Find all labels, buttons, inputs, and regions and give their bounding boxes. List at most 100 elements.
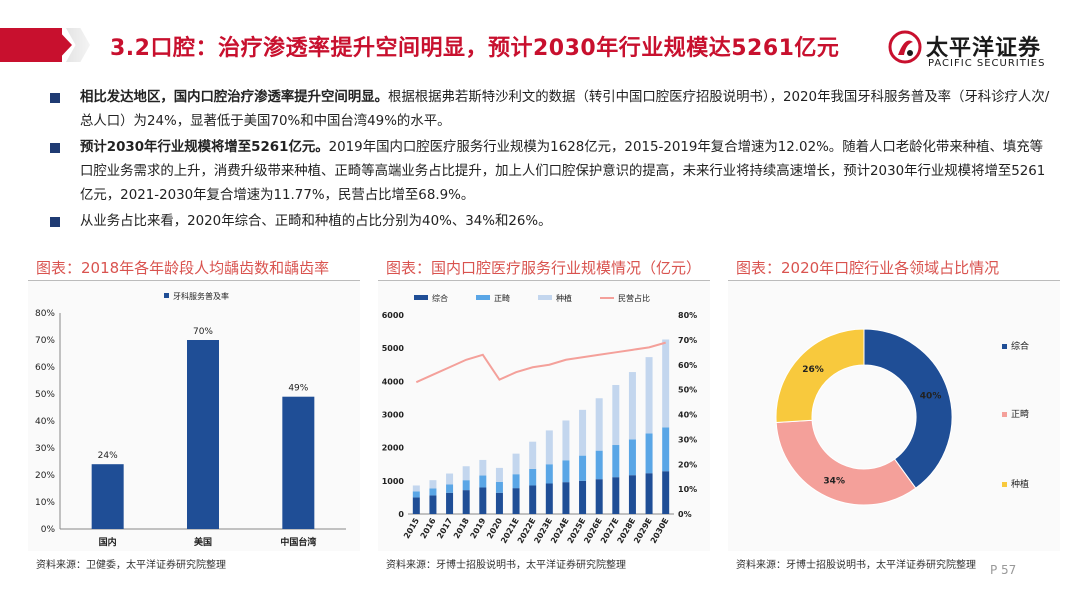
bar-segment [612, 445, 620, 478]
bar-segment [479, 475, 487, 488]
bar [187, 340, 219, 529]
company-logo: 太平洋证券 PACIFIC SECURITIES [888, 26, 1068, 74]
bar-segment [645, 433, 653, 474]
bullet-bold: 预计2030年行业规模将增至5261亿元。 [80, 140, 329, 155]
header-chevron [56, 28, 72, 62]
x-tick-label: 2017 [435, 517, 454, 541]
bar-segment [612, 477, 620, 514]
bullet-square-icon [50, 143, 60, 153]
bullet-text: 从业务占比来看，2020年综合、正畸和种植的占比分别为40%、34%和26%。 [80, 214, 552, 229]
data-label: 70% [193, 327, 213, 337]
bar-segment [512, 453, 520, 475]
y-left-tick-label: 0 [398, 510, 404, 519]
bar [282, 396, 315, 529]
bar-segment [545, 483, 553, 514]
bar-segment [446, 492, 454, 514]
y-tick-label: 60% [35, 363, 55, 373]
page-number: P 57 [990, 563, 1017, 577]
chart1-bar-chart: 0% 10% 20% 30% 40% 50% 60% 70% 80% 24% 国内 70% 美国 49% 中… [35, 291, 346, 548]
y-right-tick-label: 10% [678, 485, 697, 494]
donut-slice [775, 328, 865, 424]
bar-segment [495, 467, 503, 482]
bar-segment [429, 480, 437, 489]
bar-segment [495, 481, 503, 493]
y-tick-label: 20% [35, 471, 55, 481]
legend-label: 民营占比 [618, 293, 650, 303]
bullet-list: 相比发达地区，国内口腔治疗渗透率提升空间明显。根据根据弗若斯特沙利文的数据（转引… [50, 86, 1050, 236]
bar-segment [512, 474, 520, 489]
bar-segment [628, 372, 636, 440]
y-right-tick-label: 60% [678, 361, 697, 370]
y-tick-label: 80% [35, 309, 55, 319]
legend-swatch [476, 295, 490, 300]
donut-slice [775, 419, 917, 506]
bullet-text: 根据根据弗若斯特沙利文的数据（转引中国口腔医疗招股说明书），2020年我国牙科服… [80, 90, 1050, 129]
x-tick-label: 国内 [99, 536, 117, 548]
bar-segment [595, 450, 603, 480]
bar-segment [479, 487, 487, 514]
data-label: 26% [802, 365, 824, 375]
bar-segment [562, 482, 570, 514]
bar-segment [429, 488, 437, 496]
bar-segment [512, 488, 520, 514]
y-right-tick-label: 80% [678, 311, 697, 320]
bar-segment [662, 471, 670, 514]
legend-label: 综合 [432, 293, 448, 303]
header-accent-bar [0, 28, 62, 62]
legend-label: 正畸 [494, 293, 510, 303]
legend-swatch [414, 295, 428, 300]
y-left-tick-label: 1000 [382, 477, 405, 486]
bar-segment [628, 475, 636, 514]
y-left-tick-label: 6000 [382, 311, 405, 320]
bar-segment [462, 480, 470, 491]
chart1-panel: 0% 10% 20% 30% 40% 50% 60% 70% 80% 24% 国内 70% 美国 49% 中… [28, 281, 360, 551]
legend-label: 种植 [556, 293, 572, 303]
bar-segment [412, 497, 420, 514]
logo-english-name: PACIFIC SECURITIES [928, 58, 1046, 69]
bar-segment [545, 464, 553, 484]
bar-segment [479, 459, 487, 476]
chart3-title: 图表：2020年口腔行业各领域占比情况 [736, 259, 1000, 277]
bar-segment [495, 492, 503, 514]
legend-swatch [1002, 412, 1007, 417]
bar-segment [446, 484, 454, 493]
chart2-source: 资料来源：牙博士招股说明书，太平洋证券研究院整理 [386, 560, 626, 571]
y-left-tick-label: 3000 [382, 411, 405, 420]
bar-segment [446, 473, 454, 485]
x-tick-label: 美国 [194, 536, 212, 548]
chart1-divider [28, 280, 360, 281]
legend-swatch [1002, 482, 1007, 487]
y-tick-label: 0% [41, 525, 56, 535]
chart3-panel: 40% 34% 26% 综合 正畸 种植 [728, 281, 1060, 551]
legend-label: 正畸 [1011, 408, 1029, 420]
bar [91, 464, 124, 529]
bullet-bold: 相比发达地区，国内口腔治疗渗透率提升空间明显。 [80, 90, 388, 105]
y-right-tick-label: 0% [678, 510, 692, 519]
data-label: 40% [920, 391, 942, 401]
x-tick-label: 中国台湾 [280, 536, 316, 548]
data-label: 49% [288, 384, 308, 394]
legend-label: 牙科服务普及率 [173, 291, 229, 301]
chart3-divider [728, 280, 1060, 281]
bullet-item: 预计2030年行业规模将增至5261亿元。2019年国内口腔医疗服务行业规模为1… [50, 136, 1050, 208]
y-right-tick-label: 70% [678, 336, 697, 345]
y-right-tick-label: 20% [678, 460, 697, 469]
y-left-tick-label: 4000 [382, 377, 405, 386]
y-tick-label: 50% [35, 390, 55, 400]
bullet-square-icon [50, 217, 60, 227]
bar-segment [628, 439, 636, 476]
y-left-tick-label: 5000 [382, 344, 405, 353]
bar-segment [462, 466, 470, 481]
chart1-title: 图表：2018年各年龄段人均龋齿数和龋齿率 [36, 259, 330, 277]
bar-segment [579, 455, 587, 481]
bar-segment [662, 427, 670, 472]
bar-segment [429, 495, 437, 514]
bar-segment [595, 479, 603, 514]
bullet-text: 2019年国内口腔医疗服务行业规模为1628亿元，2015-2019年复合增速为… [80, 140, 1046, 203]
bar-segment [579, 409, 587, 456]
bar-segment [412, 485, 420, 492]
chart3-source: 资料来源：牙博士招股说明书，太平洋证券研究院整理 [736, 560, 976, 571]
chart2-divider [378, 280, 710, 281]
data-label: 24% [98, 451, 118, 461]
bar-segment [462, 490, 470, 514]
